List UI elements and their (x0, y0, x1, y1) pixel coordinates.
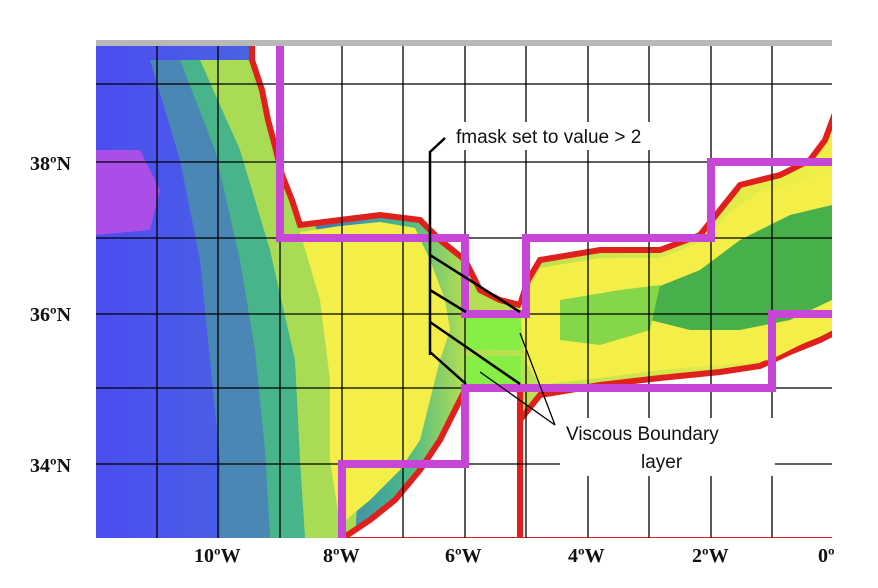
abyssal-plain (96, 150, 160, 235)
morocco-land (337, 376, 523, 538)
mask-boundary (276, 44, 832, 538)
mask-boundary-south (338, 310, 832, 538)
lon-label-6w: 6ºW (445, 545, 482, 567)
viscous-label-bg (560, 418, 775, 476)
slope-band-green (180, 60, 320, 538)
lon-label-10w: 10ºW (194, 545, 241, 567)
fmask-pointer (429, 253, 521, 314)
fmask-pointer (429, 288, 467, 314)
fmask-leader (428, 137, 446, 355)
mask-boundary-north (276, 44, 832, 318)
mediterranean-deep (650, 205, 832, 330)
lat-label-34n: 34ºN (30, 455, 72, 477)
lat-label-36n: 36ºN (30, 304, 72, 326)
fmask-pointer-lines (428, 137, 521, 386)
viscous-cell-north (466, 316, 521, 350)
top-frame-bar (96, 40, 832, 46)
fmask-pointer (429, 320, 521, 386)
viscous-pointer (479, 371, 556, 426)
viscous-annotation-line1: Viscous Boundary (566, 424, 719, 445)
lon-label-8w: 8ºW (323, 545, 360, 567)
lon-label-2w: 2ºW (692, 545, 729, 567)
lon-label-0: 0º (818, 545, 835, 567)
lon-label-4w: 4ºW (568, 545, 605, 567)
viscous-pointer (519, 332, 556, 426)
fmask-annotation: fmask set to value > 2 (456, 127, 641, 148)
viscous-pointer-lines (479, 332, 556, 426)
fmask-pointer (429, 351, 467, 385)
gulf-of-cadiz-shelf (300, 222, 450, 525)
viscous-annotation-line2: layer (641, 452, 683, 473)
slope-band-yellowgreen (200, 60, 360, 538)
mediterranean-mid (560, 285, 660, 345)
fmask-label-bg (452, 122, 672, 150)
lat-label-38n: 38ºN (30, 153, 72, 175)
